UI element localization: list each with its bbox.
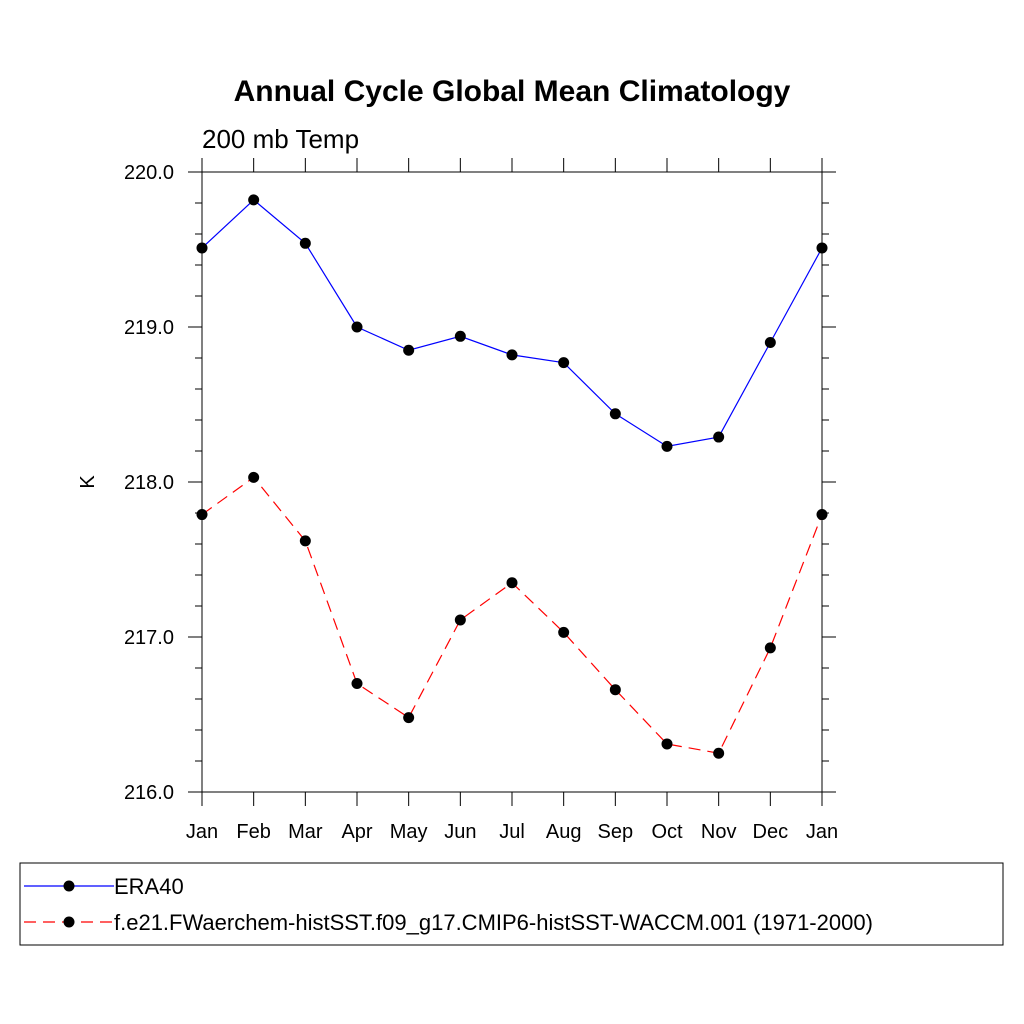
data-point (661, 440, 673, 452)
data-point (248, 194, 260, 206)
data-point (506, 349, 518, 361)
data-point (351, 321, 363, 333)
plot-frame (201, 171, 823, 793)
x-tick-label: Feb (236, 821, 270, 843)
y-tick-labels: 216.0 217.0 218.0 219.0 220.0 (124, 162, 174, 804)
data-point (299, 237, 311, 249)
data-point (816, 509, 828, 521)
data-point (196, 509, 208, 521)
x-tick-labels: Jan Feb Mar Apr May Jun Jul Aug Sep Oct Nov Dec Jan (186, 821, 838, 843)
legend-label: f.e21.FWaerchem-histSST.f09_g17.CMIP6-hi… (114, 910, 873, 935)
legend-box (19, 862, 1004, 946)
data-point (764, 642, 776, 654)
y-tick-label: 216.0 (124, 782, 174, 804)
series-line (201, 199, 823, 447)
data-point (196, 242, 208, 254)
axis-ticks (188, 158, 836, 806)
series-line (201, 476, 823, 754)
data-point (609, 684, 621, 696)
data-point (454, 614, 466, 626)
y-axis-label: K (77, 475, 99, 489)
x-tick-label: Jan (186, 821, 218, 843)
y-tick-label: 218.0 (124, 472, 174, 494)
data-point (713, 431, 725, 443)
data-point (248, 471, 260, 483)
x-tick-label: Jan (806, 821, 838, 843)
data-point (764, 337, 776, 348)
data-point (403, 712, 415, 724)
data-point (609, 408, 621, 420)
y-tick-label: 217.0 (124, 627, 174, 649)
chart-title: Annual Cycle Global Mean Climatology (234, 75, 791, 108)
x-tick-label: Jul (499, 821, 525, 843)
x-tick-label: Mar (288, 821, 323, 843)
data-point (351, 678, 363, 689)
x-tick-label: Oct (651, 821, 683, 843)
legend-marker (63, 916, 75, 928)
data-point (713, 747, 725, 759)
x-tick-label: Apr (341, 821, 372, 843)
data-point (816, 242, 828, 254)
legend-label: ERA40 (114, 874, 184, 899)
y-tick-label: 220.0 (124, 162, 174, 184)
data-point (403, 344, 415, 356)
legend: ERA40 f.e21.FWaerchem-histSST.f09_g17.CMI… (24, 874, 873, 935)
data-point (558, 626, 570, 638)
x-tick-label: Nov (701, 821, 737, 843)
x-tick-label: Aug (546, 821, 582, 843)
data-point (661, 738, 673, 750)
x-tick-label: Sep (598, 821, 634, 843)
x-tick-label: May (390, 821, 428, 843)
chart-subtitle: 200 mb Temp (202, 124, 359, 154)
x-tick-label: Dec (753, 821, 789, 843)
series-layer (196, 194, 828, 759)
data-point (454, 330, 466, 342)
data-point (299, 535, 311, 547)
data-point (506, 577, 518, 589)
data-point (558, 357, 570, 369)
legend-marker (63, 880, 75, 892)
y-tick-label: 219.0 (124, 317, 174, 339)
x-tick-label: Jun (444, 821, 476, 843)
